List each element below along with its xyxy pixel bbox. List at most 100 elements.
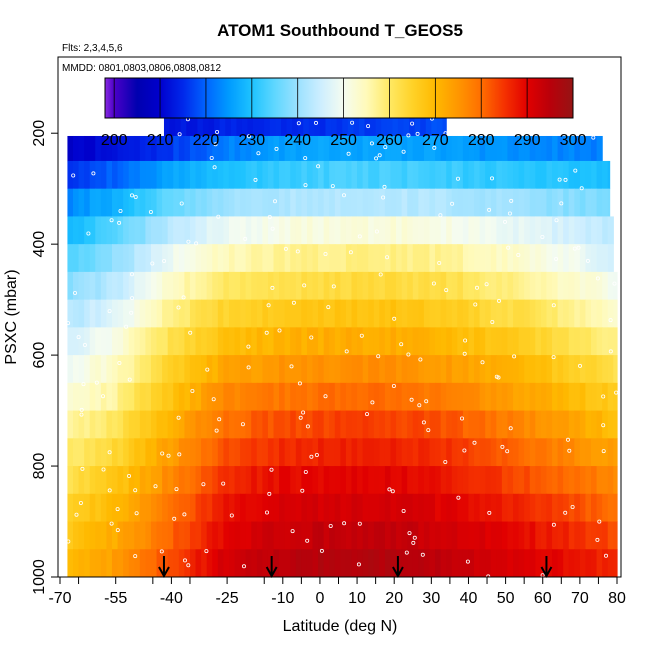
heatmap-cell	[596, 355, 603, 384]
heatmap-cell	[173, 299, 180, 328]
heatmap-cell	[150, 382, 158, 411]
heatmap-cell	[223, 549, 230, 578]
heatmap-cell	[418, 438, 425, 467]
heatmap-cell	[418, 188, 425, 217]
observation-point	[409, 397, 414, 402]
heatmap-cell	[267, 271, 275, 301]
heatmap-cell	[173, 160, 180, 190]
heatmap-cell	[100, 466, 108, 495]
heatmap-cell	[451, 466, 458, 495]
x-axis: -70 -55 -40 -25 -10 0 10 20 30 40 50 60 70 80	[48, 576, 626, 607]
heatmap-cell	[390, 299, 397, 328]
heatmap-cell	[329, 355, 336, 384]
observation-point	[540, 234, 545, 239]
heatmap-cell	[412, 466, 419, 495]
heatmap-cell	[390, 493, 397, 522]
heatmap-cell	[407, 355, 414, 384]
observation-point	[172, 516, 177, 521]
heatmap-cell	[479, 188, 486, 217]
heatmap-cell	[279, 355, 286, 384]
observation-point	[563, 177, 568, 182]
heatmap-cell	[357, 299, 364, 328]
heatmap-cell	[390, 216, 397, 245]
heatmap-cell	[178, 410, 185, 439]
heatmap-cell	[490, 216, 497, 245]
heatmap-cell	[184, 549, 191, 578]
heatmap-cell	[524, 327, 531, 356]
heatmap-cell	[117, 438, 124, 467]
heatmap-cell	[100, 493, 108, 522]
heatmap-cell	[67, 382, 74, 411]
heatmap-cell	[334, 327, 341, 356]
heatmap-cell	[206, 135, 213, 162]
heatmap-cell	[591, 216, 598, 245]
heatmap-cell	[513, 160, 520, 190]
heatmap-cell	[518, 355, 525, 384]
heatmap-cell	[156, 549, 163, 578]
heatmap-cell	[73, 299, 80, 328]
heatmap-cell	[396, 549, 403, 578]
heatmap-cell	[384, 299, 392, 328]
colorbar-tick-label: 240	[284, 132, 311, 149]
heatmap-cell	[100, 135, 108, 162]
heatmap-cell	[579, 271, 587, 301]
heatmap-cell	[89, 410, 96, 439]
heatmap-cell	[128, 299, 135, 328]
heatmap-cell	[240, 299, 247, 328]
heatmap-cell	[334, 549, 341, 578]
heatmap-cell	[162, 327, 169, 356]
heatmap-cell	[106, 382, 113, 411]
heatmap-cell	[552, 299, 559, 328]
observation-point	[554, 218, 559, 223]
heatmap-cell	[340, 466, 347, 495]
heatmap-cell	[217, 521, 224, 550]
heatmap-cell	[613, 410, 618, 439]
heatmap-cell	[167, 327, 174, 356]
heatmap-cell	[546, 327, 553, 356]
heatmap-cell	[217, 216, 224, 245]
heatmap-cell	[206, 410, 213, 439]
heatmap-cell	[290, 244, 297, 273]
heatmap-cell	[379, 216, 386, 245]
heatmap-cell	[340, 438, 347, 467]
heatmap-cell	[546, 521, 553, 550]
heatmap-cell	[446, 299, 453, 328]
heatmap-cell	[318, 549, 325, 578]
heatmap-cell	[557, 216, 564, 245]
heatmap-cell	[563, 216, 570, 245]
heatmap-cell	[173, 493, 180, 522]
heatmap-cell	[234, 466, 241, 495]
heatmap-cell	[596, 271, 603, 301]
observation-point	[443, 459, 448, 464]
heatmap-cell	[585, 493, 592, 522]
observation-point	[412, 535, 417, 540]
heatmap-cell	[111, 493, 119, 522]
heatmap-cell	[217, 160, 224, 190]
heatmap-cell	[568, 410, 575, 439]
heatmap-cell	[479, 327, 486, 356]
heatmap-cell	[390, 135, 397, 162]
heatmap-cell	[267, 493, 275, 522]
heatmap-cell	[156, 327, 163, 356]
heatmap-cell	[290, 271, 297, 301]
heatmap-cell	[240, 188, 247, 217]
heatmap-cell	[579, 382, 587, 411]
heatmap-cell	[507, 299, 514, 328]
heatmap-cell	[563, 160, 570, 190]
heatmap-cell	[167, 438, 174, 467]
heatmap-cell	[535, 493, 542, 522]
observation-point	[484, 282, 489, 287]
y-tick-label: 800	[31, 453, 48, 480]
heatmap-cell	[474, 188, 481, 217]
heatmap-cell	[507, 410, 514, 439]
heatmap-cell	[234, 493, 241, 522]
heatmap-cell	[178, 549, 185, 578]
heatmap-cell	[156, 216, 163, 245]
heatmap-cell	[219, 113, 226, 137]
observation-point	[73, 290, 78, 295]
heatmap-cell	[468, 493, 475, 522]
heatmap-cell	[524, 549, 531, 578]
heatmap-cell	[173, 410, 180, 439]
heatmap-cell	[290, 493, 297, 522]
heatmap-cell	[128, 355, 135, 384]
